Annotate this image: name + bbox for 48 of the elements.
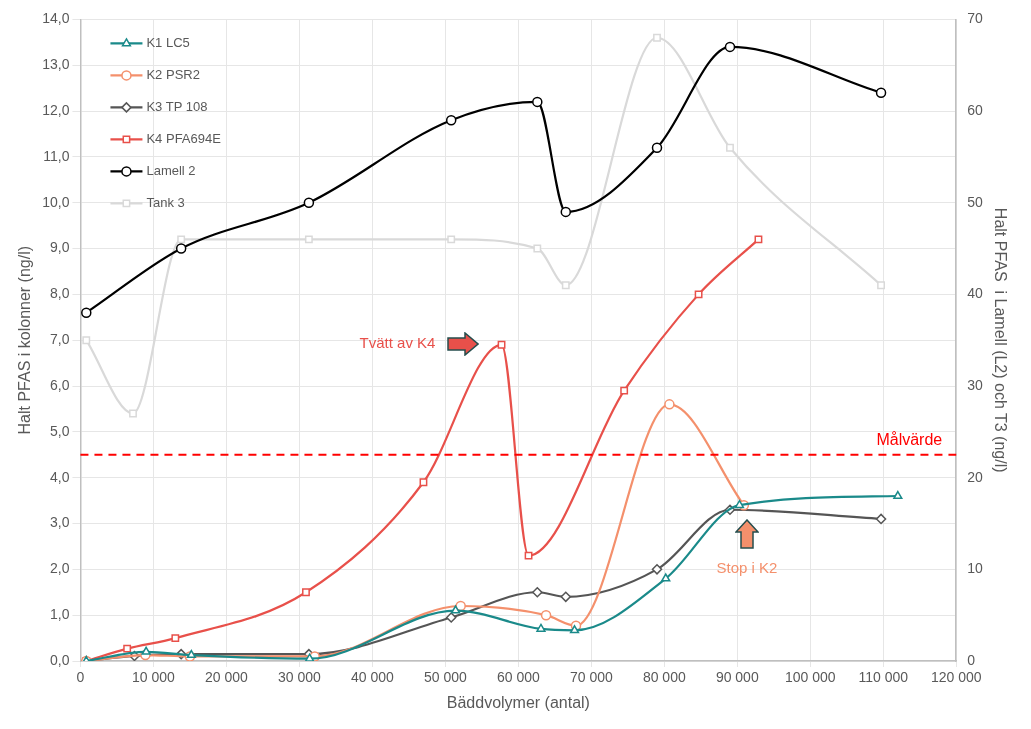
y-tick-label: 14,0 bbox=[42, 10, 70, 27]
y-tick-label: 3,0 bbox=[49, 514, 70, 531]
x-tick-label: 70 000 bbox=[569, 669, 613, 686]
y2-axis-title: Halt PFAS i Lamell (L2) och T3 (ng/l) bbox=[991, 207, 1009, 473]
x-tick-label: 60 000 bbox=[496, 669, 540, 686]
y2-tick-label: 60 bbox=[967, 101, 984, 118]
y2-tick-label: 20 bbox=[967, 468, 984, 485]
legend-label: Lamell 2 bbox=[146, 162, 196, 178]
annotation: Stop i K2 bbox=[716, 558, 778, 576]
annotation: Tvätt av K4 bbox=[359, 334, 436, 352]
x-axis-title: Bäddvolymer (antal) bbox=[446, 693, 590, 711]
y2-tick-label: 30 bbox=[967, 376, 984, 393]
y2-tick-label: 0 bbox=[967, 651, 976, 668]
legend-label: K1 LC5 bbox=[146, 34, 190, 50]
x-tick-label: 30 000 bbox=[277, 669, 322, 686]
y-tick-label: 2,0 bbox=[49, 560, 70, 577]
x-tick-label: 120 000 bbox=[930, 669, 982, 686]
y2-tick-label: 10 bbox=[967, 560, 984, 577]
x-tick-label: 100 000 bbox=[784, 669, 836, 686]
legend-label: K4 PFA694E bbox=[146, 130, 222, 146]
y-tick-label: 4,0 bbox=[49, 468, 70, 485]
y-tick-label: 8,0 bbox=[49, 285, 70, 302]
y-tick-label: 1,0 bbox=[49, 606, 70, 623]
y-tick-label: 9,0 bbox=[49, 239, 70, 256]
y-axis-title: Halt PFAS i kolonner (ng/l) bbox=[16, 245, 34, 435]
x-tick-label: 110 000 bbox=[858, 669, 909, 686]
y-tick-label: 6,0 bbox=[49, 376, 70, 393]
x-tick-label: 40 000 bbox=[350, 669, 394, 686]
y-tick-label: 12,0 bbox=[42, 101, 70, 118]
x-tick-label: 80 000 bbox=[642, 669, 686, 686]
x-tick-label: 50 000 bbox=[423, 669, 467, 686]
x-tick-label: 0 bbox=[76, 669, 85, 686]
legend-label: Tank 3 bbox=[146, 194, 185, 210]
y-tick-label: 13,0 bbox=[42, 56, 70, 73]
y-tick-label: 5,0 bbox=[49, 422, 70, 439]
y2-tick-label: 40 bbox=[967, 285, 984, 302]
x-tick-label: 10 000 bbox=[132, 669, 176, 686]
y2-tick-label: 50 bbox=[967, 193, 984, 210]
legend-label: K2 PSR2 bbox=[146, 66, 200, 82]
y-tick-label: 7,0 bbox=[49, 331, 70, 348]
x-tick-label: 90 000 bbox=[715, 669, 759, 686]
x-tick-label: 20 000 bbox=[205, 669, 249, 686]
y-tick-label: 11,0 bbox=[43, 147, 70, 164]
legend-label: K3 TP 108 bbox=[146, 98, 208, 114]
ref-line-label: Målvärde bbox=[876, 431, 943, 449]
y-tick-label: 10,0 bbox=[42, 193, 70, 210]
y-tick-label: 0,0 bbox=[49, 651, 70, 668]
y2-tick-label: 70 bbox=[967, 10, 984, 27]
